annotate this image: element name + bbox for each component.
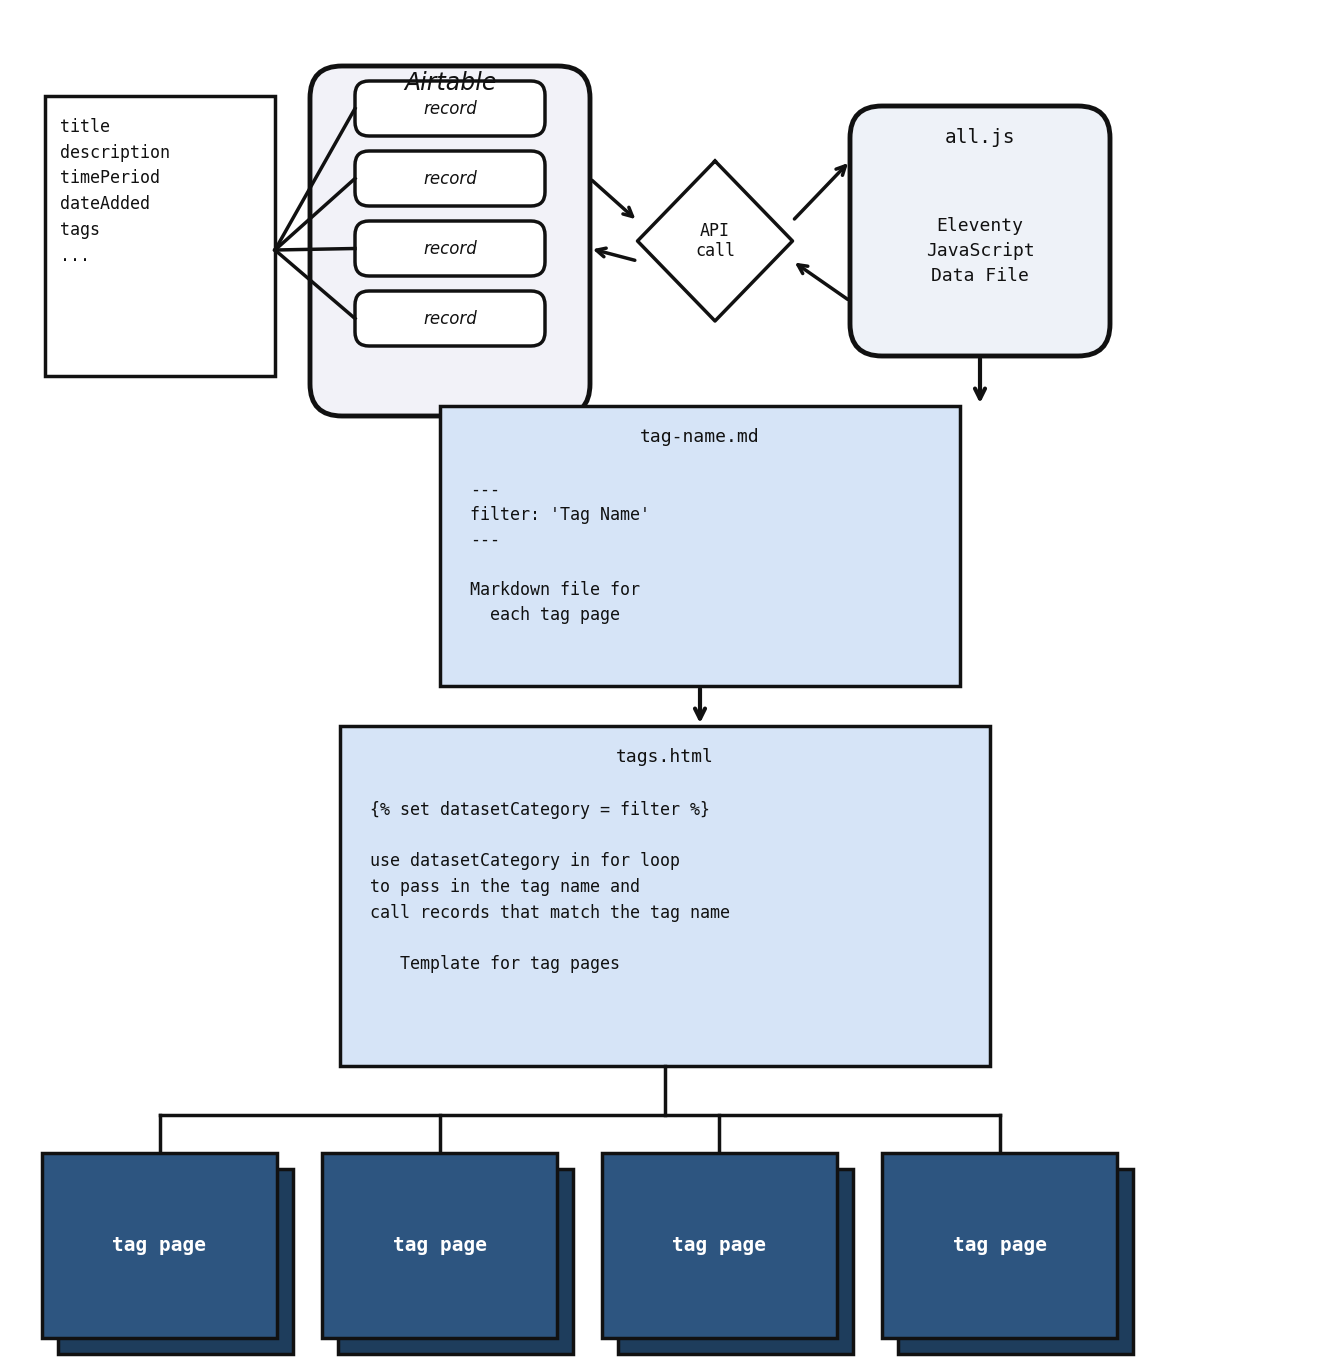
Text: tag page: tag page [672,1236,767,1255]
Bar [618,1169,852,1354]
Text: record: record [423,310,476,328]
Text: Eleventy
JavaScript
Data File: Eleventy JavaScript Data File [926,217,1034,285]
Text: tag page: tag page [392,1236,487,1255]
Text: tag page: tag page [952,1236,1046,1255]
Text: ---
filter: 'Tag Name'
---

Markdown file for
  each tag page: --- filter: 'Tag Name' --- Markdown file… [470,481,650,624]
Bar [882,1153,1117,1339]
FancyBboxPatch shape [850,107,1110,357]
Bar [57,1169,293,1354]
Bar [440,406,960,686]
Text: tags.html: tags.html [616,749,714,766]
Text: record: record [423,239,476,258]
Bar [338,1169,574,1354]
FancyBboxPatch shape [355,291,546,346]
Bar [41,1153,277,1339]
FancyBboxPatch shape [355,81,546,137]
Bar [45,96,275,376]
Bar [602,1153,836,1339]
FancyBboxPatch shape [355,152,546,206]
Bar [321,1153,558,1339]
Text: record: record [423,100,476,117]
Text: tag page: tag page [112,1236,207,1255]
Polygon shape [638,161,792,321]
Text: {% set datasetCategory = filter %}

use datasetCategory in for loop
to pass in t: {% set datasetCategory = filter %} use d… [370,800,730,973]
Text: title
description
timePeriod
dateAdded
tags
...: title description timePeriod dateAdded t… [60,117,169,265]
FancyBboxPatch shape [355,221,546,276]
FancyBboxPatch shape [309,66,590,417]
Bar [340,725,990,1065]
Text: Airtable: Airtable [404,71,496,96]
Text: tag-name.md: tag-name.md [640,428,760,447]
Text: API
call: API call [695,221,735,261]
Bar [898,1169,1133,1354]
Text: all.js: all.js [944,128,1015,148]
Text: record: record [423,169,476,187]
